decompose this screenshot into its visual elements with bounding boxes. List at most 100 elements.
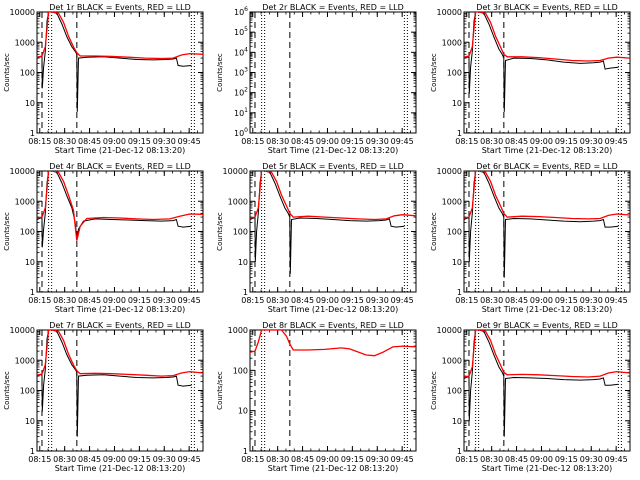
detector-panel-1: Det 1r BLACK = Events, RED = LLD 1 10 100 10…: [3, 3, 204, 155]
x-tick-label: 09:00: [530, 296, 553, 305]
detector-panel-7: Det 7r BLACK = Events, RED = LLD 1 10 100 10…: [3, 321, 204, 473]
x-tick-label: 08:30: [266, 455, 289, 464]
panel-title: Det 8r BLACK = Events, RED = LLD: [262, 321, 404, 330]
x-tick-label: 08:45: [505, 137, 528, 146]
y-tick-label: 1: [30, 288, 35, 297]
y-tick-label: 10: [25, 258, 35, 267]
y-tick-label: 100: [20, 387, 35, 396]
events-series-line: [37, 330, 192, 437]
y-tick-label: 1000: [442, 356, 462, 365]
x-tick-label: 09:45: [391, 455, 414, 464]
x-tick-label: 08:45: [291, 137, 314, 146]
events-series-line: [37, 12, 192, 112]
x-tick-label: 09:15: [555, 137, 578, 146]
y-tick-label: 10000: [10, 326, 35, 335]
lld-series-line: [464, 12, 630, 62]
x-tick-label: 09:30: [366, 137, 389, 146]
x-tick-label: 08:15: [28, 296, 51, 305]
x-tick-label: 08:15: [28, 455, 51, 464]
x-tick-label: 08:15: [455, 455, 478, 464]
events-series-line: [464, 12, 619, 112]
detector-panel-4: Det 4r BLACK = Events, RED = LLD 1 10 100 10…: [3, 162, 204, 314]
x-tick-label: 09:15: [128, 455, 151, 464]
panel-title: Det 1r BLACK = Events, RED = LLD: [49, 3, 191, 12]
y-tick-label: 105: [234, 26, 248, 37]
x-tick-label: 09:00: [530, 455, 553, 464]
y-tick-label: 100: [20, 69, 35, 78]
y-axis-label: Counts/sec: [430, 371, 438, 410]
x-tick-label: 08:30: [480, 137, 503, 146]
x-axis-label: Start Time (21-Dec-12 08:13:20): [268, 305, 399, 314]
x-axis-label: Start Time (21-Dec-12 08:13:20): [55, 464, 186, 473]
detector-panel-9: Det 9r BLACK = Events, RED = LLD 1 10 100 10…: [430, 321, 631, 473]
y-tick-label: 10: [25, 417, 35, 426]
y-axis-label: Counts/sec: [216, 371, 224, 410]
events-series-line: [464, 330, 619, 437]
x-tick-label: 08:30: [480, 296, 503, 305]
x-tick-label: 09:45: [178, 137, 201, 146]
y-tick-label: 1000: [228, 197, 248, 206]
y-tick-label: 101: [234, 107, 248, 118]
panel-title: Det 5r BLACK = Events, RED = LLD: [262, 162, 404, 171]
x-tick-label: 09:15: [128, 296, 151, 305]
y-tick-label: 1: [457, 129, 462, 138]
x-tick-label: 09:15: [341, 296, 364, 305]
y-tick-label: 10: [452, 99, 462, 108]
x-tick-label: 08:15: [241, 137, 264, 146]
lld-series-line: [37, 171, 203, 241]
x-axis-label: Start Time (21-Dec-12 08:13:20): [268, 464, 399, 473]
y-tick-label: 1000: [228, 326, 248, 335]
x-tick-label: 09:30: [153, 455, 176, 464]
x-tick-label: 08:15: [241, 455, 264, 464]
detector-panel-5: Det 5r BLACK = Events, RED = LLD 1 10 100 10…: [216, 162, 417, 314]
x-tick-label: 08:45: [505, 296, 528, 305]
detector-panel-2: Det 2r BLACK = Events, RED = LLD 100 101 10…: [216, 3, 417, 155]
x-tick-label: 09:30: [580, 455, 603, 464]
x-axis-label: Start Time (21-Dec-12 08:13:20): [268, 146, 399, 155]
y-tick-label: 100: [233, 228, 248, 237]
x-axis-label: Start Time (21-Dec-12 08:13:20): [55, 305, 186, 314]
y-axis-label: Counts/sec: [216, 53, 224, 92]
events-series-line: [464, 171, 619, 278]
detector-panel-6: Det 6r BLACK = Events, RED = LLD 1 10 100 10…: [430, 162, 631, 314]
x-tick-label: 08:30: [53, 137, 76, 146]
x-tick-label: 08:45: [505, 455, 528, 464]
x-tick-label: 09:00: [316, 296, 339, 305]
y-tick-label: 102: [234, 87, 248, 98]
y-tick-label: 1: [457, 447, 462, 456]
lld-series-line: [464, 171, 630, 220]
y-tick-label: 10000: [437, 167, 462, 176]
y-tick-label: 1000: [15, 38, 35, 47]
y-tick-label: 1000: [15, 356, 35, 365]
x-tick-label: 09:30: [366, 296, 389, 305]
lld-series-line: [250, 330, 416, 357]
detector-panel-8: Det 8r BLACK = Events, RED = LLD 1 10 100 10…: [216, 321, 417, 473]
y-tick-label: 1000: [442, 197, 462, 206]
x-tick-label: 09:15: [341, 455, 364, 464]
y-tick-label: 10000: [10, 167, 35, 176]
y-tick-label: 100: [233, 366, 248, 375]
y-axis-label: Counts/sec: [430, 212, 438, 251]
x-tick-label: 09:45: [178, 296, 201, 305]
y-tick-label: 10: [452, 258, 462, 267]
x-tick-label: 08:45: [78, 137, 101, 146]
x-tick-label: 08:15: [455, 137, 478, 146]
x-tick-label: 08:30: [53, 455, 76, 464]
x-tick-label: 09:00: [316, 137, 339, 146]
x-tick-label: 09:30: [366, 455, 389, 464]
y-tick-label: 100: [20, 228, 35, 237]
x-tick-label: 09:15: [128, 137, 151, 146]
y-axis-label: Counts/sec: [3, 371, 11, 410]
x-axis-label: Start Time (21-Dec-12 08:13:20): [482, 464, 613, 473]
panel-title: Det 2r BLACK = Events, RED = LLD: [262, 3, 404, 12]
y-tick-label: 100: [447, 69, 462, 78]
x-tick-label: 09:45: [178, 455, 201, 464]
x-axis-label: Start Time (21-Dec-12 08:13:20): [482, 146, 613, 155]
y-tick-label: 1: [243, 288, 248, 297]
x-tick-label: 08:30: [480, 455, 503, 464]
lld-series-line: [37, 330, 203, 377]
y-tick-label: 1000: [15, 197, 35, 206]
y-tick-label: 10000: [437, 326, 462, 335]
